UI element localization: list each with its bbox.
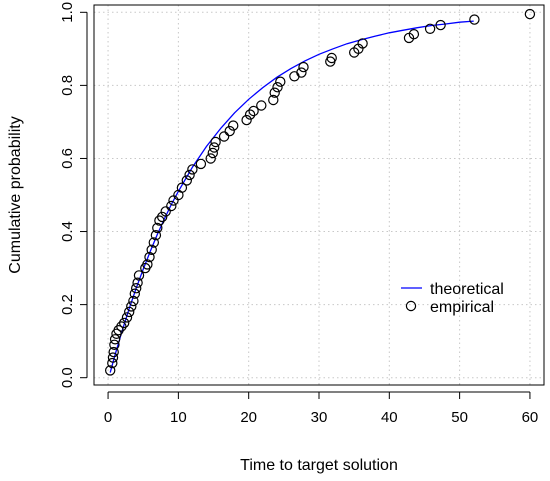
empirical-point — [272, 81, 283, 93]
empirical-point — [121, 312, 133, 323]
empirical-point — [241, 114, 252, 126]
empirical-point — [156, 211, 168, 223]
empirical-point — [248, 105, 259, 117]
y-tick-label: 0.2 — [59, 294, 76, 315]
x-tick-label: 30 — [311, 409, 328, 426]
x-tick-label: 20 — [240, 409, 257, 426]
empirical-point — [146, 244, 157, 255]
empirical-point — [269, 87, 280, 98]
legend-theoretical-label: theoretical — [430, 281, 504, 298]
empirical-point — [123, 306, 135, 318]
empirical-point — [296, 67, 307, 78]
x-tick-label: 40 — [381, 409, 398, 426]
empirical-point — [116, 321, 127, 332]
empirical-point — [181, 175, 192, 186]
empirical-point — [130, 283, 142, 294]
empirical-point — [208, 142, 220, 153]
empirical-point — [275, 76, 286, 87]
empirical-point — [142, 259, 153, 270]
empirical-point — [128, 295, 139, 307]
y-axis-title: Cumulative probability — [7, 116, 24, 273]
empirical-point — [224, 125, 235, 137]
empirical-point — [148, 237, 159, 248]
theoretical-line — [109, 20, 474, 373]
empirical-point — [118, 317, 130, 329]
x-tick-label: 50 — [451, 409, 468, 426]
plot-area-border — [93, 4, 545, 386]
empirical-point — [126, 301, 137, 312]
empirical-point — [205, 153, 216, 164]
empirical-point — [435, 19, 446, 31]
empirical-point — [184, 169, 195, 181]
x-tick-label: 10 — [170, 409, 187, 426]
empirical-point — [187, 164, 198, 175]
empirical-point — [107, 357, 118, 369]
legend: theoretical empirical — [401, 281, 504, 316]
x-tick-label: 0 — [104, 409, 112, 426]
empirical-point — [289, 71, 300, 82]
empirical-point — [218, 131, 230, 142]
empirical-point — [524, 8, 536, 20]
empirical-point — [133, 270, 145, 281]
empirical-point — [210, 136, 221, 148]
y-tick-label: 1.0 — [59, 2, 76, 23]
y-tick-label: 0.4 — [59, 221, 76, 242]
empirical-point — [150, 229, 162, 241]
theoretical-series — [109, 20, 474, 373]
y-tick-label: 0.0 — [59, 367, 76, 388]
empirical-point — [154, 215, 165, 226]
legend-empirical-marker — [405, 300, 417, 312]
y-axis: 0.0 0.2 0.4 0.6 0.8 1.0 — [59, 2, 88, 388]
empirical-point — [176, 182, 188, 193]
empirical-point — [357, 38, 368, 49]
grid-layer — [94, 5, 544, 385]
empirical-point — [166, 200, 177, 212]
y-tick-label: 0.6 — [59, 148, 76, 169]
x-axis-title: Time to target solution — [240, 457, 398, 474]
empirical-point — [132, 277, 143, 288]
legend-empirical-label: empirical — [430, 299, 494, 316]
empirical-point — [129, 288, 140, 299]
empirical-point — [408, 29, 420, 40]
empirical-series — [104, 8, 536, 376]
empirical-point — [107, 352, 119, 363]
x-tick-label: 60 — [522, 409, 539, 426]
empirical-point — [144, 251, 155, 263]
empirical-point — [109, 339, 120, 350]
empirical-point — [298, 61, 309, 73]
empirical-point — [104, 365, 116, 376]
empirical-point — [256, 100, 267, 111]
empirical-point — [207, 147, 218, 159]
x-axis: 0 10 20 30 40 50 60 — [104, 391, 539, 426]
empirical-point — [469, 14, 480, 25]
empirical-point — [195, 158, 207, 170]
empirical-point — [227, 120, 239, 131]
empirical-point — [326, 52, 337, 64]
empirical-point — [160, 206, 171, 217]
y-tick-label: 0.8 — [59, 75, 76, 96]
empirical-point — [268, 94, 279, 106]
empirical-point — [152, 222, 163, 234]
empirical-point — [424, 23, 436, 34]
empirical-point — [244, 109, 256, 120]
empirical-point — [113, 325, 124, 336]
empirical-point — [108, 346, 119, 358]
empirical-point — [109, 334, 121, 345]
